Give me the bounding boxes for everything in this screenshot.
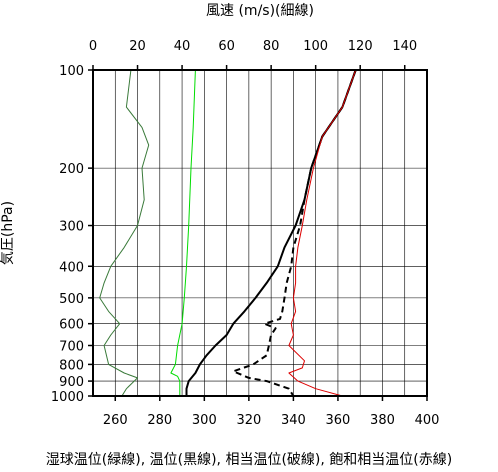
y-tick-label: 800 (59, 358, 84, 373)
y-tick-label: 200 (59, 162, 84, 177)
x-bottom-tick-label: 280 (147, 413, 172, 428)
series-layer (99, 69, 357, 397)
plot-frame (92, 69, 428, 397)
x-top-tick-label: 60 (218, 39, 235, 54)
x-top-tick-label: 0 (89, 39, 97, 54)
y-tick-label: 700 (59, 340, 84, 355)
top-axis-title: 風速 (m/s)(細線) (206, 3, 314, 19)
x-bottom-tick-label: 400 (415, 413, 440, 428)
x-bottom-tick-label: 360 (326, 413, 351, 428)
y-tick-label: 600 (59, 318, 84, 333)
series-line-wet-bulb (170, 69, 196, 396)
series-line-saturated-equivalent-potential-temperature (288, 69, 357, 397)
bottom-axis-title: 湿球温位(緑線), 温位(黒線), 相当温位(破線), 飽和相当温位(赤線) (46, 451, 452, 468)
series-line-wind-speed (99, 69, 150, 397)
x-top-tick-label: 140 (392, 39, 417, 54)
y-tick-label: 900 (59, 375, 84, 390)
y-axis-title: 気圧(hPa) (0, 201, 16, 265)
y-tick-label: 100 (59, 64, 84, 79)
x-bottom-tick-label: 260 (103, 413, 128, 428)
series-line-equivalent-potential-temperature (232, 69, 357, 397)
x-top-tick-label: 20 (129, 39, 146, 54)
y-tick-label: 300 (59, 220, 84, 235)
grid (92, 69, 428, 397)
y-tick-label: 400 (59, 260, 84, 275)
x-top-tick-label: 80 (263, 39, 280, 54)
y-tick-label: 1000 (51, 390, 84, 405)
x-bottom-tick-label: 300 (192, 413, 217, 428)
x-top-tick-label: 120 (348, 39, 373, 54)
x-top-tick-label: 40 (174, 39, 191, 54)
x-bottom-tick-label: 380 (370, 413, 395, 428)
x-bottom-tick-label: 340 (281, 413, 306, 428)
x-bottom-tick-label: 320 (236, 413, 261, 428)
y-tick-label: 500 (59, 292, 84, 307)
x-top-tick-label: 100 (303, 39, 328, 54)
